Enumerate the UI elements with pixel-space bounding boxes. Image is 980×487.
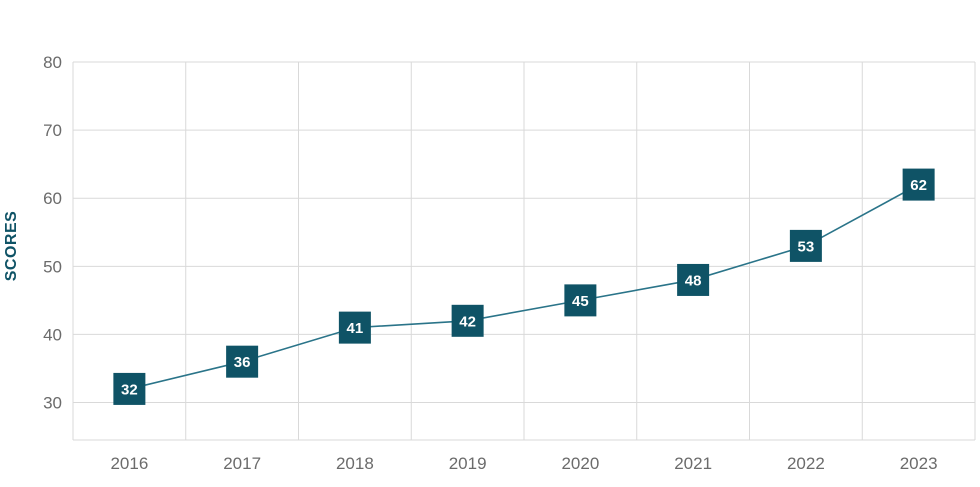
x-axis-ticks: 2016 2017 2018 2019 2020 2021 2022 2023	[110, 454, 937, 473]
data-point-marker	[451, 304, 484, 337]
data-point: 62	[902, 168, 935, 201]
data-point: 53	[789, 229, 822, 262]
y-tick-label: 40	[43, 325, 62, 344]
x-tick-label: 2019	[449, 454, 487, 473]
grid-lines	[72, 61, 976, 441]
data-point-marker	[677, 263, 710, 296]
x-tick-label: 2021	[674, 454, 712, 473]
data-label: 42	[459, 313, 476, 330]
series-line	[129, 183, 920, 390]
data-point-marker	[564, 284, 597, 317]
x-tick-label: 2020	[561, 454, 599, 473]
data-label: 62	[910, 177, 927, 194]
y-axis-label: SCORES	[3, 211, 20, 282]
data-point-marker	[113, 372, 146, 405]
data-label: 48	[685, 272, 702, 289]
x-tick-label: 2023	[900, 454, 938, 473]
data-label: 32	[121, 381, 138, 398]
data-point: 42	[451, 304, 484, 337]
x-tick-label: 2017	[223, 454, 261, 473]
data-point: 32	[113, 372, 146, 405]
y-tick-label: 80	[43, 53, 62, 72]
data-point: 41	[338, 311, 371, 344]
data-point-marker	[338, 311, 371, 344]
data-point: 36	[226, 345, 259, 378]
y-axis-ticks: 30 40 50 60 70 80	[43, 53, 62, 413]
data-point: 45	[564, 284, 597, 317]
x-tick-label: 2016	[110, 454, 148, 473]
y-tick-label: 70	[43, 121, 62, 140]
data-label: 41	[347, 320, 364, 337]
data-point-marker	[226, 345, 259, 378]
data-label: 53	[798, 238, 815, 255]
data-point-marker	[902, 168, 935, 201]
y-tick-label: 60	[43, 189, 62, 208]
data-label: 36	[234, 354, 251, 371]
data-points: 32 36 41 42 45 48 53 62	[113, 168, 935, 405]
data-label: 45	[572, 293, 589, 310]
data-point-marker	[789, 229, 822, 262]
data-point: 48	[677, 263, 710, 296]
y-tick-label: 30	[43, 394, 62, 413]
y-tick-label: 50	[43, 257, 62, 276]
x-tick-label: 2018	[336, 454, 374, 473]
series-line-path	[129, 183, 920, 390]
x-tick-label: 2022	[787, 454, 825, 473]
